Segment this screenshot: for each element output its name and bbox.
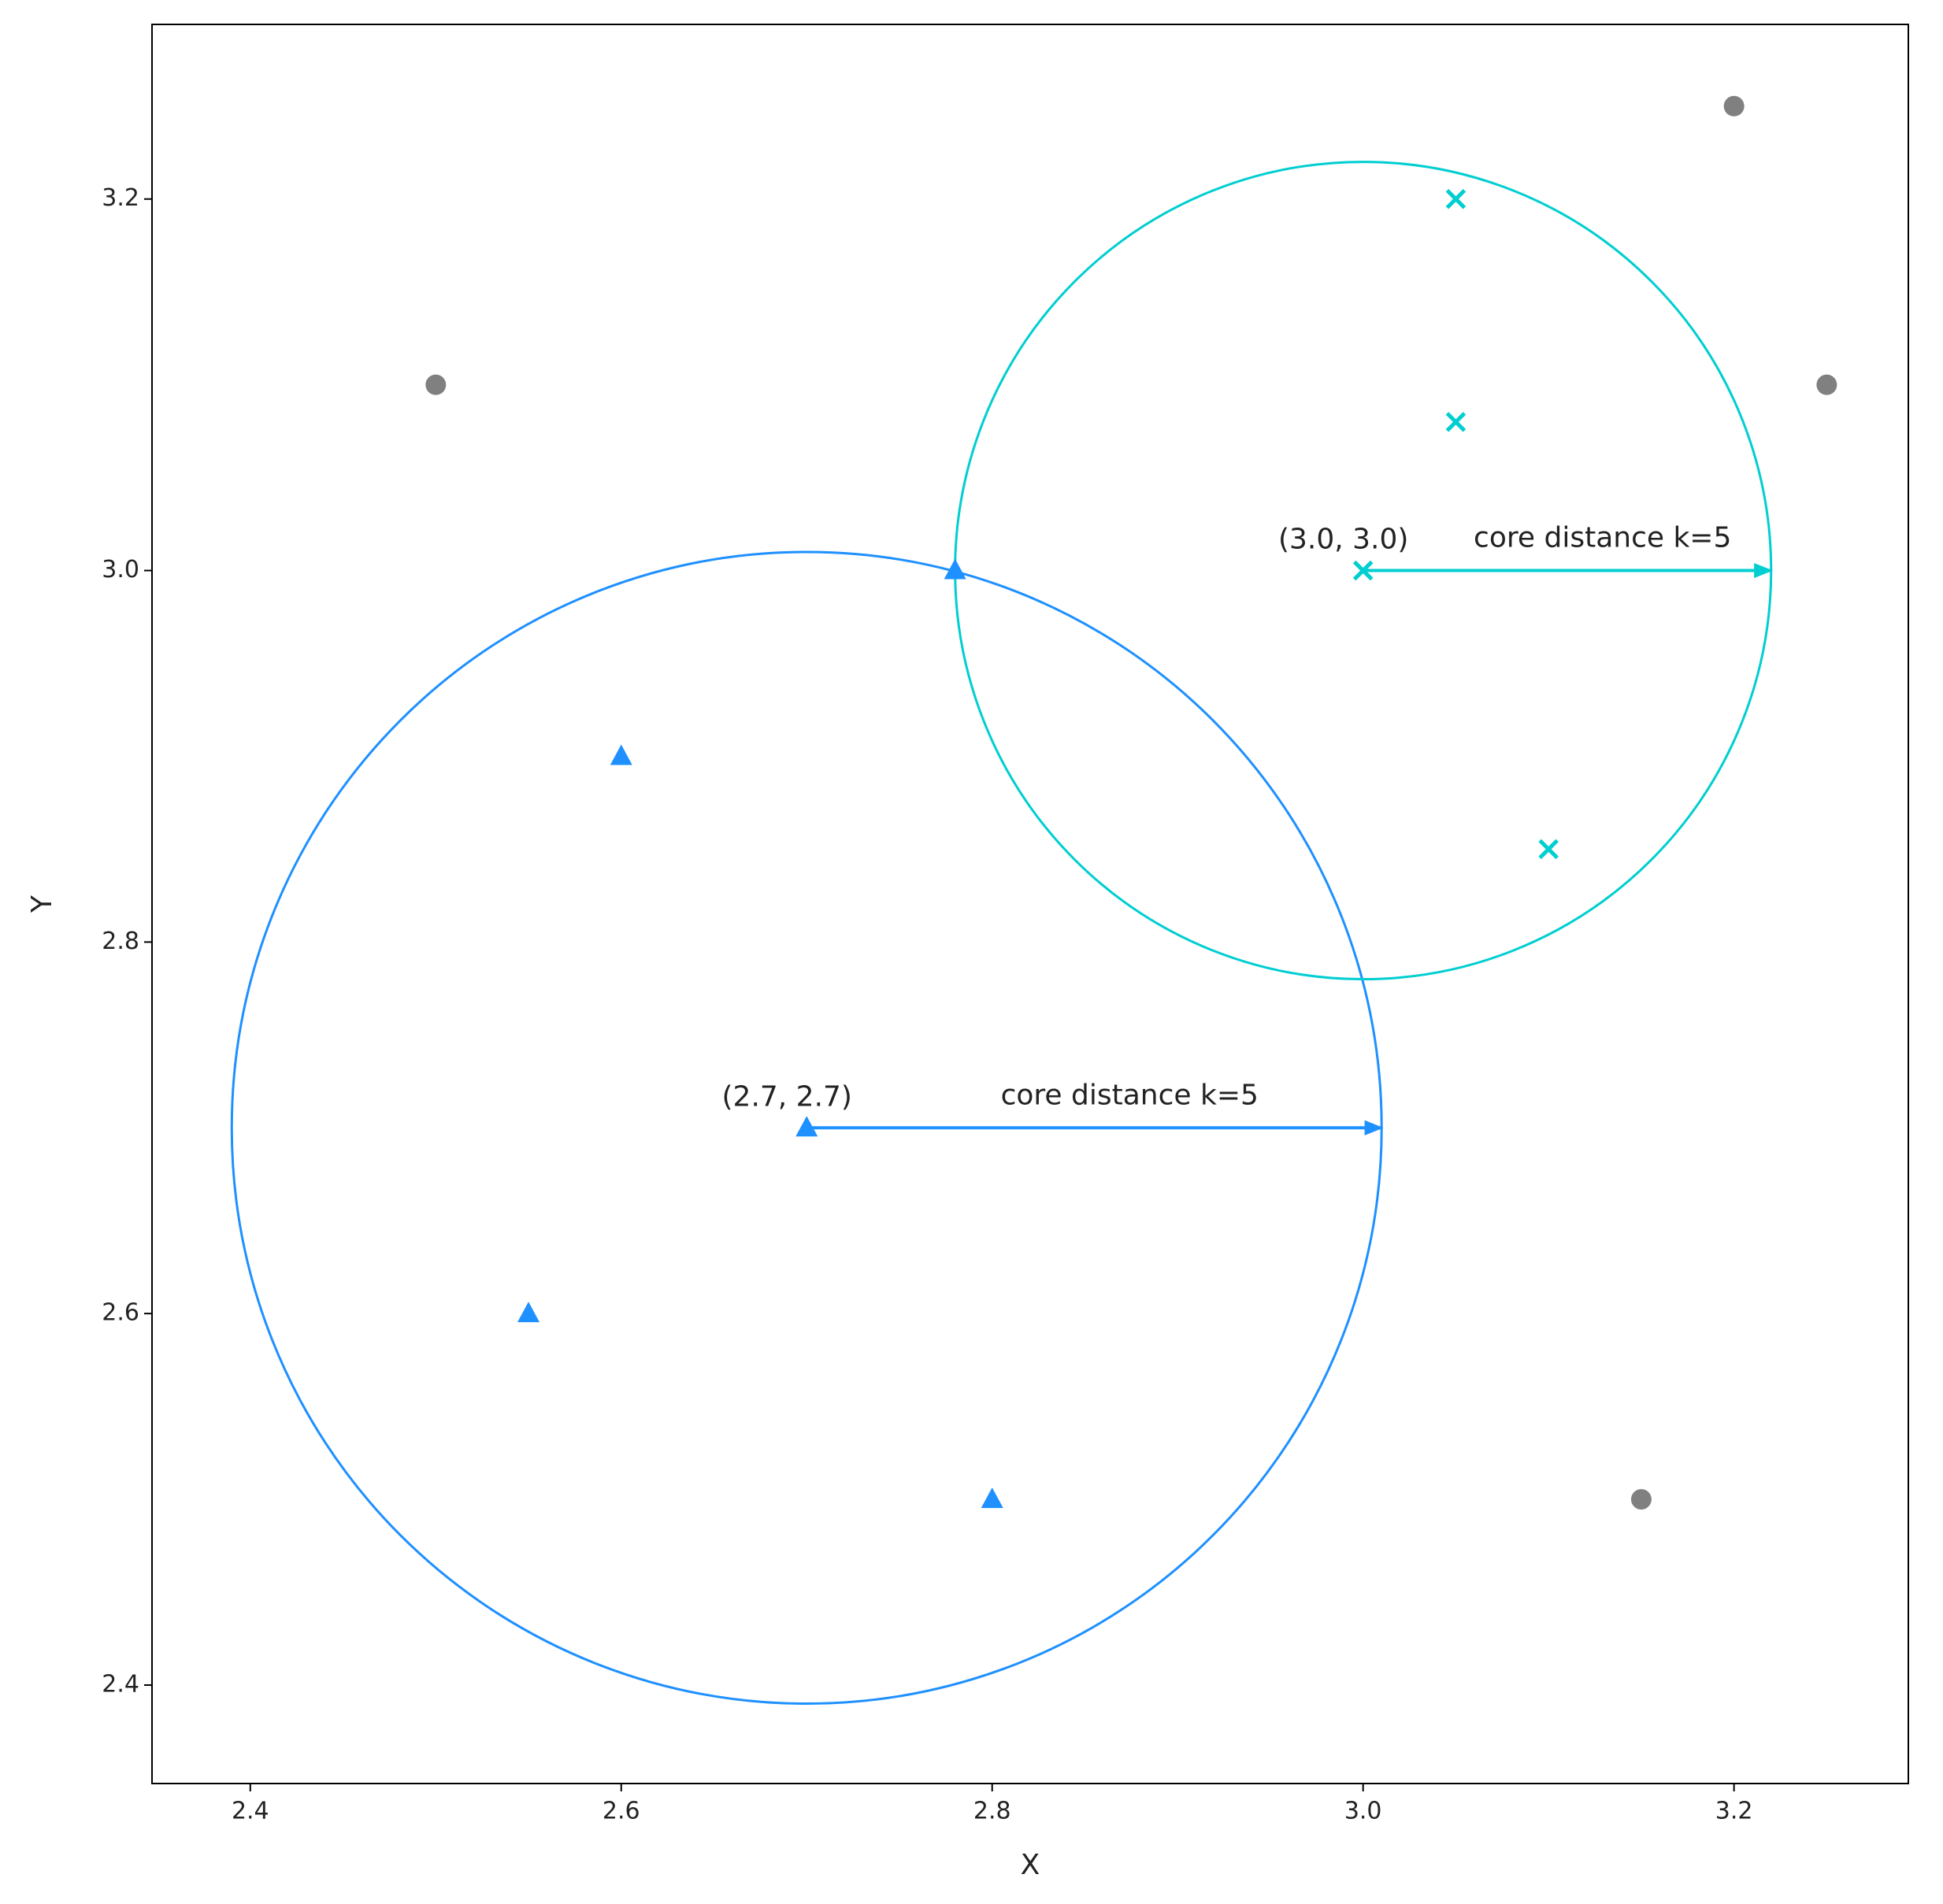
y-tick-label: 3.2 bbox=[102, 184, 139, 212]
x-axis-label: X bbox=[1021, 1849, 1040, 1881]
noise-point bbox=[1816, 374, 1837, 395]
x-point bbox=[1445, 188, 1467, 209]
x-tick-label: 2.4 bbox=[232, 1798, 269, 1825]
noise-point bbox=[1630, 1489, 1652, 1510]
y-tick-label: 2.8 bbox=[102, 928, 139, 955]
x-point bbox=[1352, 560, 1374, 581]
y-tick-label: 3.0 bbox=[102, 556, 139, 583]
x-tick-label: 2.8 bbox=[973, 1798, 1011, 1825]
plot-frame bbox=[151, 24, 1909, 1784]
point-label: (2.7, 2.7) bbox=[722, 1080, 852, 1113]
triangle-point bbox=[944, 558, 966, 580]
triangle-point bbox=[795, 1116, 818, 1137]
y-axis-label: Y bbox=[26, 895, 58, 913]
triangle-point bbox=[981, 1487, 1003, 1509]
x-tick-label: 2.6 bbox=[603, 1798, 640, 1825]
noise-point bbox=[1723, 95, 1745, 117]
arrow-label: core distance k=5 bbox=[1474, 522, 1731, 554]
x-tick-label: 3.0 bbox=[1344, 1798, 1382, 1825]
x-point bbox=[1538, 839, 1559, 860]
triangle-point bbox=[517, 1302, 540, 1323]
x-point bbox=[1445, 412, 1467, 432]
y-tick-label: 2.6 bbox=[102, 1299, 139, 1327]
y-tick-label: 2.4 bbox=[102, 1670, 139, 1698]
arrow-label: core distance k=5 bbox=[1001, 1079, 1259, 1111]
point-label: (3.0, 3.0) bbox=[1278, 524, 1408, 556]
x-tick-label: 3.2 bbox=[1715, 1798, 1753, 1825]
noise-point bbox=[425, 374, 447, 395]
triangle-point bbox=[610, 744, 632, 765]
